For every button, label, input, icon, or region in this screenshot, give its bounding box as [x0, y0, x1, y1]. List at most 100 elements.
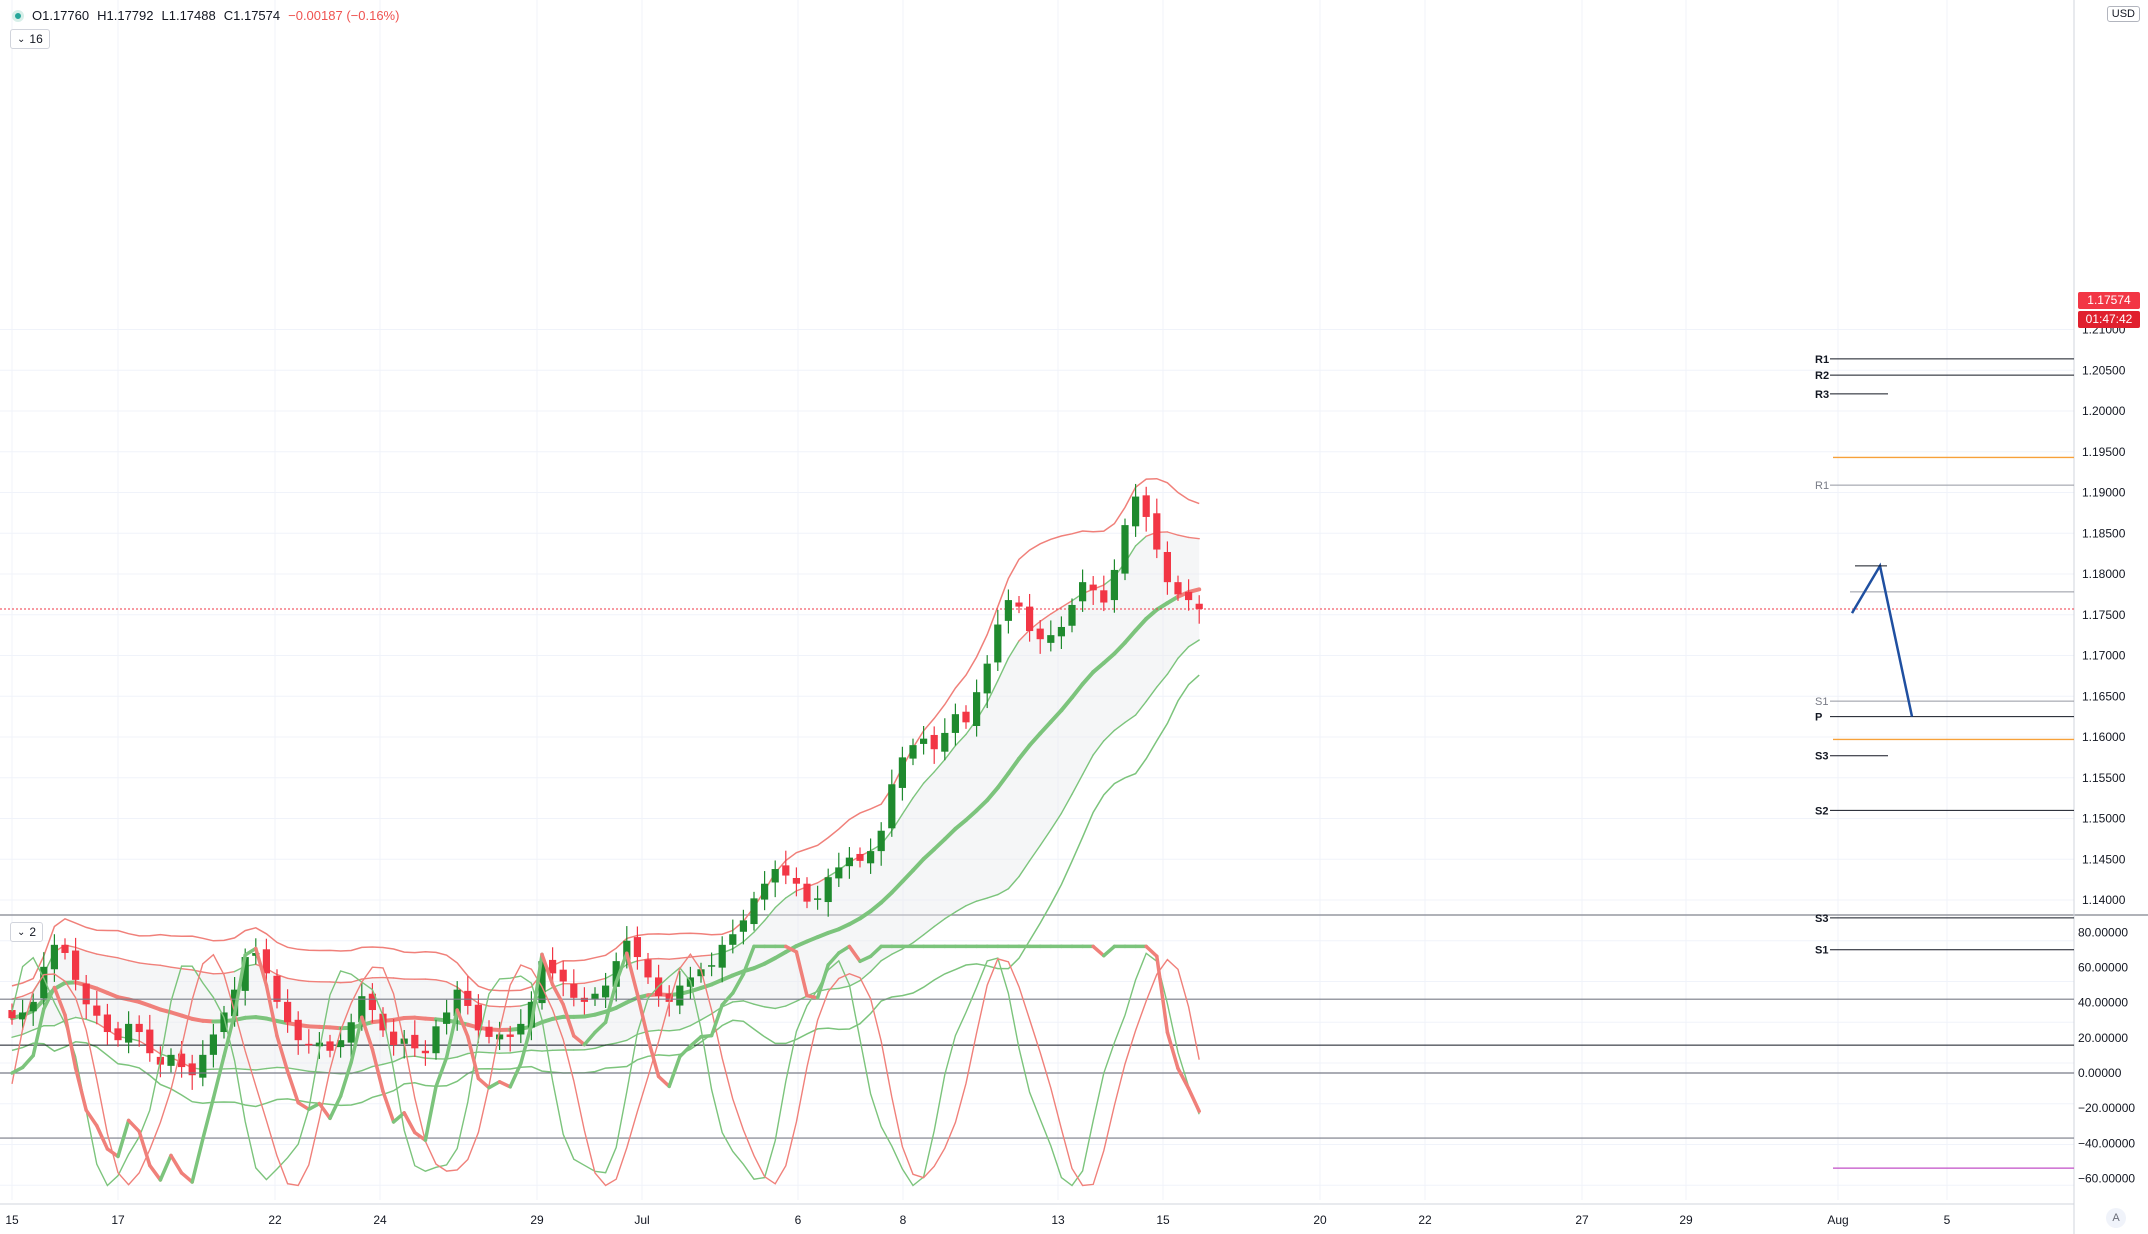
candle [305, 1029, 313, 1054]
candle [676, 970, 684, 1015]
candle-body [792, 877, 800, 884]
candle-body [1142, 495, 1150, 517]
candle [1121, 518, 1129, 581]
candle [167, 1048, 175, 1073]
middle-band-segment [1048, 708, 1064, 724]
candle-body [284, 1001, 292, 1023]
oscillator-slow-segment [328, 1094, 343, 1121]
upper-band-inner-segment [636, 958, 649, 962]
lower-band-inner-segment [753, 1003, 766, 1008]
candle-body [941, 732, 949, 752]
upper-band-inner-segment [339, 981, 352, 984]
lower-band-inner-segment [392, 1056, 405, 1063]
oscillator-slow-segment [868, 944, 883, 959]
pivot-label: R1 [1815, 354, 1829, 366]
candle [782, 850, 790, 885]
candle [199, 1040, 207, 1087]
indicators-toggle-main[interactable]: ⌄ 16 [10, 29, 50, 49]
lower-band-inner-segment [626, 1033, 639, 1041]
upper-band-inner-segment [96, 953, 109, 957]
lower-band-inner-segment [1166, 657, 1179, 675]
oscillator-slow-segment [402, 1111, 417, 1135]
middle-band-segment [1144, 607, 1159, 621]
candle [103, 1003, 111, 1045]
upper-band-inner-segment [594, 977, 607, 982]
candle-body [1153, 513, 1161, 550]
candle-body [93, 1005, 101, 1016]
price-tick-label: 1.19500 [2082, 445, 2126, 459]
candle [82, 974, 90, 1019]
oscillator-slow-segment [688, 1035, 703, 1048]
middle-band-segment [964, 808, 979, 823]
candle-body [19, 1012, 27, 1020]
price-tick-label: 1.18500 [2082, 526, 2126, 540]
oscillator-slow-segment [635, 992, 650, 1041]
last-price-label: 1.17574 [2078, 292, 2140, 309]
candle-body [739, 920, 747, 932]
oscillator-slow-segment [10, 1065, 25, 1075]
middle-band-segment [985, 785, 1000, 803]
candle [1132, 483, 1140, 537]
oscillator-slow-segment [837, 944, 852, 955]
oscillator-slow-segment [137, 1129, 152, 1168]
upper-band-inner-segment [127, 959, 140, 964]
candle-body [421, 1050, 429, 1054]
oscillator-fast-red [11, 952, 1200, 1187]
currency-button[interactable]: USD [2106, 6, 2140, 22]
oscillator-slow-segment [1102, 944, 1117, 958]
candle-body [1100, 590, 1108, 603]
pivot-label: R3 [1815, 389, 1829, 401]
candle [496, 1021, 504, 1050]
candle-body [559, 969, 567, 982]
middle-band-segment [1154, 601, 1170, 612]
candle [1195, 595, 1203, 624]
oscillator-slow-segment [593, 1020, 608, 1035]
candle [845, 847, 853, 879]
candle-body [1132, 496, 1140, 527]
candle-body [570, 983, 578, 998]
candle [888, 769, 896, 837]
candle [209, 1023, 217, 1068]
indicators-toggle-oscillator[interactable]: ⌄ 2 [10, 922, 44, 942]
oscillator-slow-segment [731, 972, 746, 995]
upper-band-inner-segment [170, 966, 183, 970]
candle [315, 1032, 323, 1059]
oscillator-slow-segment [42, 985, 57, 1011]
oscillator-slow-segment [105, 1147, 120, 1159]
time-tick-label: 17 [111, 1213, 125, 1227]
oscillator-slow-segment [625, 951, 640, 996]
candle-body [315, 1042, 323, 1047]
oscillator-slow-segment [222, 1012, 237, 1058]
candle-body [930, 734, 938, 750]
oscillator-slow-segment [603, 980, 618, 1025]
upper-band-inner-segment [753, 919, 766, 933]
oscillator-slow-segment [190, 1137, 205, 1184]
candle-body [199, 1054, 207, 1078]
candle [347, 1013, 355, 1058]
candle-body [708, 965, 716, 967]
candle [432, 1019, 440, 1060]
candle-body [1163, 551, 1171, 583]
upper-band-inner-segment [106, 955, 119, 959]
candle [1089, 576, 1097, 605]
middle-band-segment [858, 909, 873, 921]
candle-body [358, 996, 366, 1023]
candle [973, 679, 981, 737]
middle-band-segment [1186, 587, 1202, 595]
lower-band-inner-segment [1103, 729, 1116, 742]
upper-band-inner-segment [1177, 534, 1190, 539]
indicator-count-oscillator: 2 [29, 925, 37, 939]
auto-scale-button[interactable]: A [2106, 1208, 2126, 1228]
oscillator-pane [0, 944, 2074, 1187]
middle-band-segment [974, 798, 990, 813]
lower-band-inner-segment [1018, 860, 1031, 878]
lower-band-inner-segment [647, 1029, 660, 1033]
upper-band-inner-segment [159, 964, 172, 968]
middle-band-segment [1017, 743, 1032, 761]
candle [284, 989, 292, 1033]
candle [93, 990, 101, 1025]
lower-band-inner-segment [1060, 793, 1073, 815]
price-tick-label: 1.17000 [2082, 649, 2126, 663]
candle [19, 999, 27, 1030]
